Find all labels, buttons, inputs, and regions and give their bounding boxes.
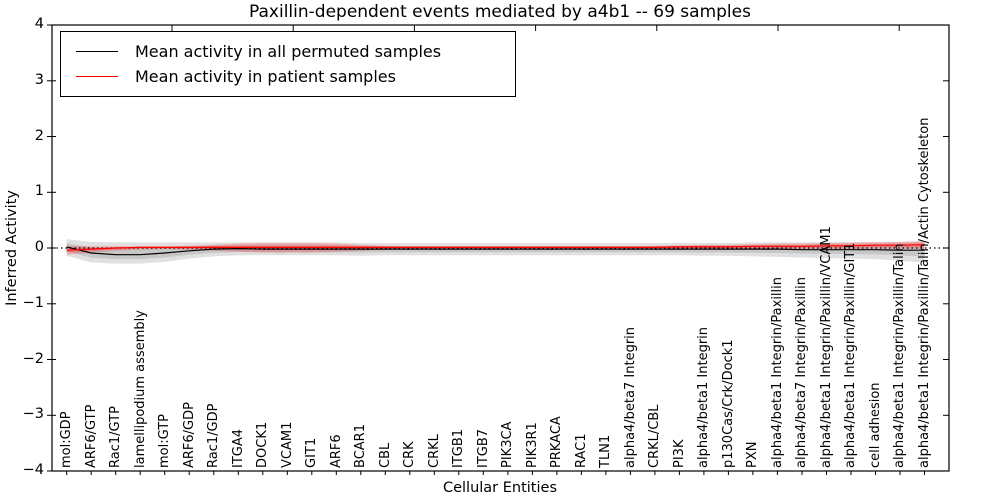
x-tick-label: CRK xyxy=(402,441,418,468)
x-tick-label: PRKACA xyxy=(549,416,565,468)
x-tick-label: lamellipodium assembly xyxy=(132,310,148,468)
x-tick-label: TLN1 xyxy=(598,434,614,468)
x-tick-label: ARF6/GTP xyxy=(83,404,99,468)
legend-item: Mean activity in all permuted samples xyxy=(61,41,515,61)
x-tick-label: alpha4/beta1 Integrin/Paxillin/Talin/Act… xyxy=(916,117,932,468)
x-tick-label: BCAR1 xyxy=(353,424,369,468)
x-tick-label: alpha4/beta7 Integrin xyxy=(622,326,638,468)
y-tick-label: −4 xyxy=(22,462,44,478)
x-tick-label: alpha4/beta7 Integrin/Paxillin xyxy=(794,276,810,468)
x-tick-label: Rac1/GDP xyxy=(206,403,222,468)
x-tick-label: ITGB7 xyxy=(475,428,491,468)
legend-label: Mean activity in all permuted samples xyxy=(135,41,442,61)
legend-item: Mean activity in patient samples xyxy=(61,66,515,86)
chart-title: Paxillin-dependent events mediated by a4… xyxy=(249,2,751,22)
x-tick-label: CRKL xyxy=(426,434,442,468)
x-tick-label: PIK3CA xyxy=(500,421,516,468)
legend-label: Mean activity in patient samples xyxy=(135,66,396,86)
y-tick-label: −3 xyxy=(22,406,44,423)
legend-line-icon xyxy=(76,51,118,52)
x-tick-label: Rac1/GTP xyxy=(108,406,124,468)
x-tick-label: ITGA4 xyxy=(230,428,246,468)
x-tick-label: VCAM1 xyxy=(279,421,295,468)
legend: Mean activity in all permuted samples Mea… xyxy=(60,31,516,97)
x-tick-label: alpha4/beta1 Integrin/Paxillin/VCAM1 xyxy=(818,226,834,468)
x-tick-label: mol:GTP xyxy=(157,414,173,468)
y-tick-label: 3 xyxy=(34,71,44,88)
x-tick-label: alpha4/beta1 Integrin/Paxillin/GIT1 xyxy=(843,242,859,468)
x-tick-label: CRKL/CBL xyxy=(647,404,663,469)
y-tick-label: −2 xyxy=(22,350,44,367)
x-tick-label: p130Cas/Crk/Dock1 xyxy=(720,339,736,468)
x-tick-label: RAC1 xyxy=(573,433,589,468)
x-tick-label: CBL xyxy=(377,442,393,468)
x-tick-label: ARF6 xyxy=(328,434,344,468)
y-tick-label: 1 xyxy=(34,183,44,200)
x-tick-label: mol:GDP xyxy=(59,411,75,468)
x-axis-label: Cellular Entities xyxy=(442,480,558,496)
y-tick-label: 4 xyxy=(34,16,44,32)
x-tick-label: GIT1 xyxy=(304,437,320,468)
y-tick-label: 2 xyxy=(34,127,44,144)
x-tick-label: alpha4/beta1 Integrin/Paxillin xyxy=(769,276,785,468)
x-tick-label: PI3K xyxy=(671,439,687,468)
x-tick-label: ITGB1 xyxy=(451,428,467,468)
x-tick-label: PIK3R1 xyxy=(524,422,540,468)
y-tick-label: −1 xyxy=(22,294,44,311)
legend-line-icon xyxy=(76,76,118,77)
x-tick-label: alpha4/beta1 Integrin/Paxillin/Talin xyxy=(892,243,908,468)
x-tick-label: PXN xyxy=(745,441,761,468)
y-tick-label: 0 xyxy=(34,239,44,255)
x-tick-label: cell adhesion xyxy=(867,382,883,468)
x-tick-label: DOCK1 xyxy=(255,421,271,468)
x-tick-label: alpha4/beta1 Integrin xyxy=(696,326,712,468)
x-tick-label: ARF6/GDP xyxy=(181,402,197,468)
